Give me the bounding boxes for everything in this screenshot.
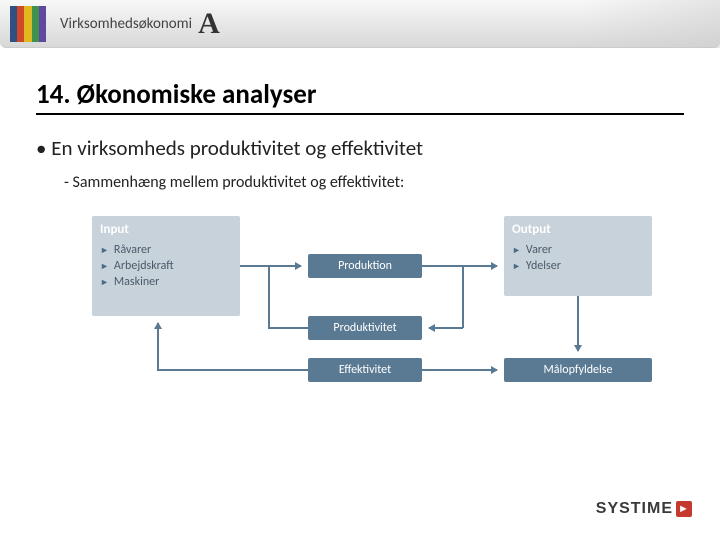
header-bar: Virksomhedsøkonomi A — [0, 0, 720, 48]
arrow — [240, 265, 301, 267]
footer-brand: SYSTIME — [596, 500, 673, 518]
brand-label: Virksomhedsøkonomi A — [60, 7, 220, 41]
footer-logo: SYSTIME ► — [596, 500, 692, 518]
header-fade — [580, 0, 720, 48]
arrow-seg — [462, 266, 464, 328]
input-item: Råvarer — [100, 243, 232, 257]
arrow-seg2 — [268, 266, 270, 328]
arrow — [157, 323, 159, 370]
page-title: 14. Økonomiske analyser — [36, 78, 684, 115]
arrow — [422, 265, 497, 267]
input-item: Arbejdskraft — [100, 259, 232, 273]
arrow-seg3 — [157, 369, 308, 371]
bullet-sub: - Sammenhæng mellem produktivitet og eff… — [64, 173, 684, 192]
brand-text: Virksomhedsøkonomi — [60, 15, 192, 33]
output-item: Ydelser — [512, 259, 644, 273]
node-produktion: Produktion — [308, 254, 422, 278]
input-item: Maskiner — [100, 275, 232, 289]
node-output-title: Output — [512, 222, 644, 237]
node-output: Output Varer Ydelser — [504, 216, 652, 296]
footer-icon: ► — [676, 501, 692, 517]
content: 14. Økonomiske analyser • En virksomheds… — [0, 48, 720, 426]
arrow — [422, 369, 497, 371]
brand-stripes — [10, 6, 46, 42]
flowchart: Input Råvarer Arbejdskraft Maskiner Outp… — [92, 216, 652, 426]
node-input-title: Input — [100, 222, 232, 237]
node-input: Input Råvarer Arbejdskraft Maskiner — [92, 216, 240, 316]
node-malopfyldelse: Målopfyldelse — [504, 358, 652, 382]
output-item: Varer — [512, 243, 644, 257]
arrow — [429, 327, 463, 329]
node-produktivitet: Produktivitet — [308, 316, 422, 340]
node-effektivitet: Effektivitet — [308, 358, 422, 382]
arrow — [577, 296, 579, 351]
bullet-main: • En virksomheds produktivitet og effekt… — [36, 135, 684, 161]
brand-letter: A — [198, 7, 220, 41]
arrow-seg — [268, 327, 308, 329]
